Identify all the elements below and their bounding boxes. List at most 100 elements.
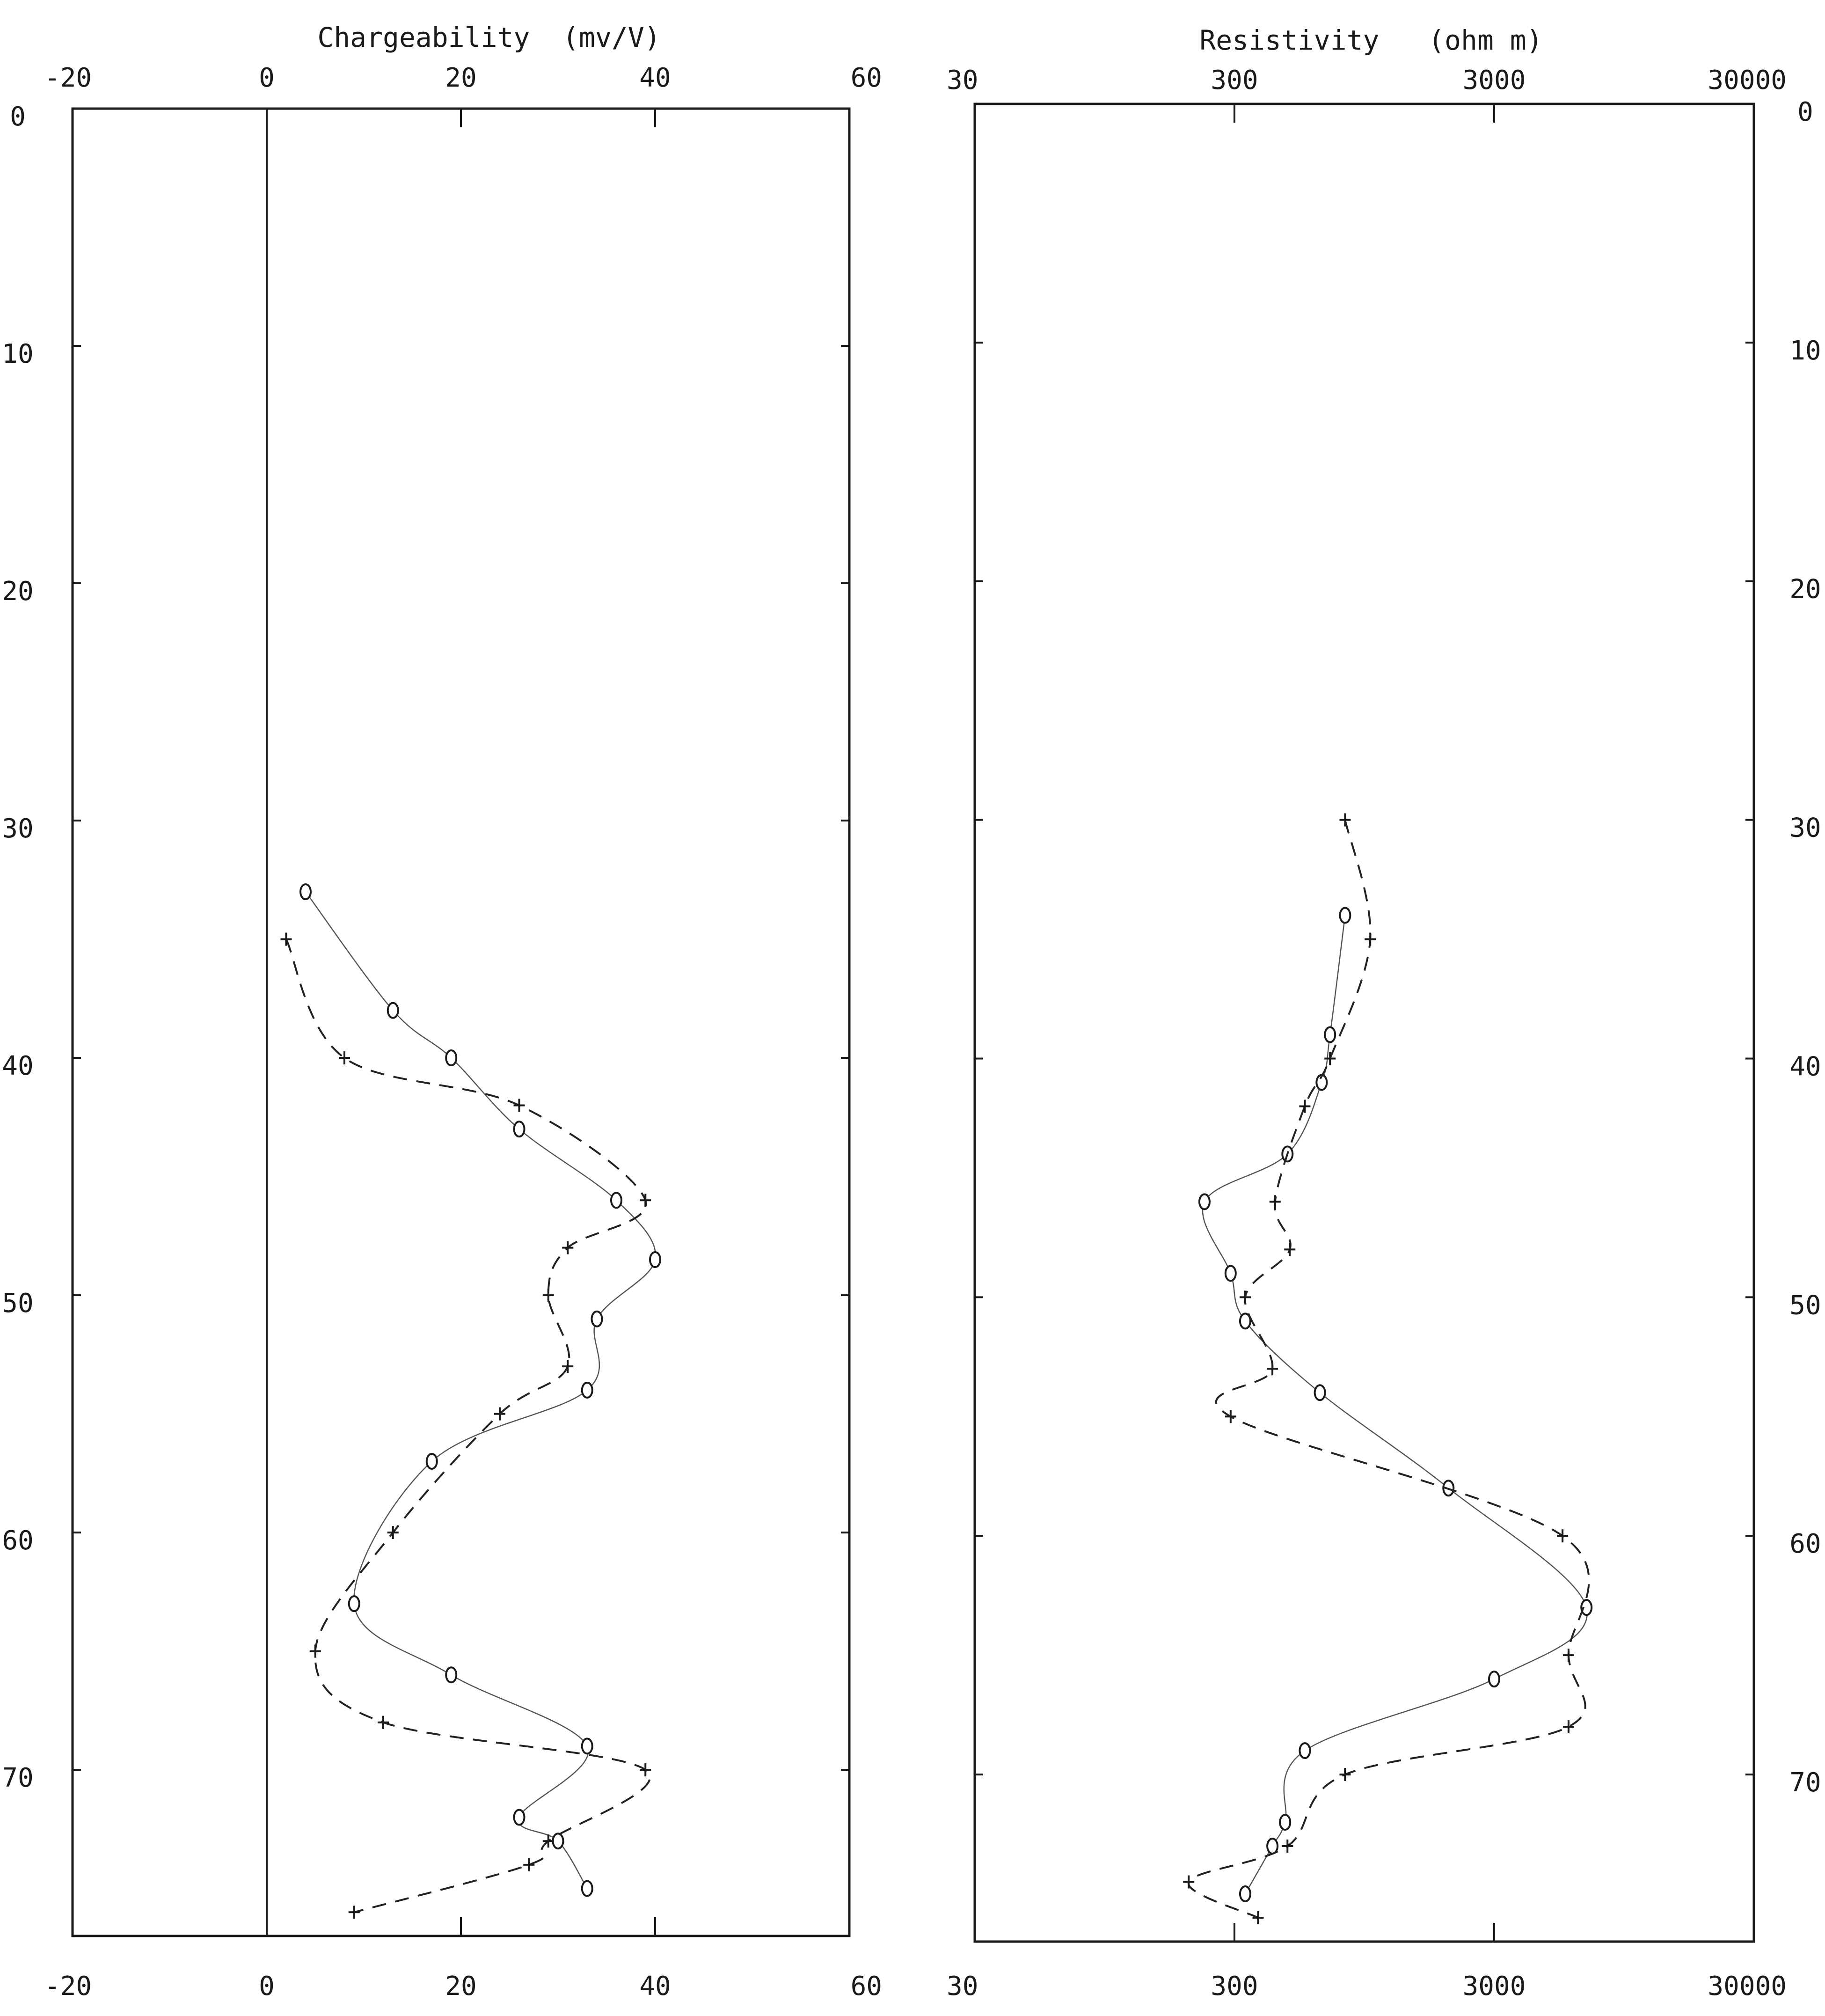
data-point-plus (542, 1834, 554, 1848)
y-tick-label: 70 (1789, 1767, 1821, 1798)
data-point-circle (513, 1809, 526, 1826)
data-point-plus (513, 1099, 525, 1112)
data-point-plus (1339, 813, 1351, 827)
data-point-circle (1580, 1599, 1593, 1616)
data-point-circle (348, 1595, 360, 1613)
x-tick-label-bottom: 3000 (1463, 1971, 1526, 2001)
y-tick-label: 50 (1789, 1290, 1821, 1320)
data-point-circle (581, 1737, 593, 1755)
data-point-plus (1365, 932, 1376, 946)
data-point-plus (309, 1644, 321, 1658)
data-point-circle (445, 1666, 458, 1684)
y-tick-label: 10 (1789, 336, 1821, 366)
data-point-plus (1299, 1100, 1311, 1113)
data-point-circle (552, 1833, 564, 1850)
x-tick-label-top: 60 (851, 63, 882, 93)
x-tick-label-bottom: 20 (445, 1971, 476, 2001)
x-tick-label-bottom: 30000 (1708, 1971, 1787, 2001)
data-point-circle (299, 883, 312, 901)
data-point-plus (1339, 1768, 1351, 1781)
data-point-plus (562, 1360, 574, 1373)
data-point-circle (581, 1880, 593, 1897)
data-point-circle (387, 1002, 399, 1019)
resistivity-title: Resistivity (ohm m) (1199, 24, 1542, 56)
series-circle-line (305, 891, 656, 1889)
x-tick-label-top: 40 (639, 63, 671, 93)
data-point-circle (610, 1192, 622, 1209)
x-tick-label-bottom: 30 (947, 1971, 978, 2001)
x-tick-label-bottom: -20 (44, 1971, 92, 2001)
y-tick-label: 50 (2, 1288, 33, 1319)
data-point-plus (1239, 1290, 1251, 1304)
plot-frame (71, 107, 851, 1937)
x-tick-label-top: 0 (259, 63, 275, 93)
data-point-circle (1488, 1671, 1500, 1688)
data-point-plus (542, 1289, 554, 1302)
chargeability-panel: Chargeability (mv/V) -20 -20 0 0 20 20 40 40 60 6… (2, 22, 882, 2001)
y-tick-label: 40 (2, 1051, 33, 1081)
x-tick-label-bottom: 0 (259, 1971, 275, 2001)
y-tick-label: 0 (1797, 97, 1813, 127)
data-point-circle (445, 1049, 458, 1067)
x-tick-label-bottom: 60 (851, 1971, 882, 2001)
chargeability-title: Chargeability (mv/V) (317, 22, 660, 53)
x-tick-label-top: 300 (1211, 65, 1258, 95)
data-point-circle (1339, 907, 1351, 924)
x-tick-label-top: 3000 (1463, 65, 1526, 95)
data-point-plus (1225, 1410, 1236, 1423)
x-tick-label-top: 30 (947, 65, 978, 95)
data-point-plus (562, 1241, 574, 1254)
data-point-plus (378, 1715, 389, 1729)
resistivity-panel: Resistivity (ohm m) 30303003003000300030… (947, 24, 1821, 2001)
data-point-plus (494, 1407, 505, 1421)
data-point-circle (591, 1310, 603, 1327)
data-point-circle (1224, 1265, 1237, 1282)
y-tick-label: 60 (2, 1525, 33, 1556)
data-point-plus (640, 1763, 651, 1777)
y-tick-label: 30 (1789, 813, 1821, 843)
data-point-plus (1269, 1195, 1281, 1209)
y-tick-label: 20 (1789, 574, 1821, 605)
data-point-plus (348, 1906, 360, 1919)
data-point-circle (1279, 1814, 1292, 1831)
data-point-plus (1324, 1052, 1336, 1065)
data-point-plus (1183, 1875, 1195, 1889)
y-tick-label: 0 (10, 102, 26, 132)
x-tick-label-top: -20 (44, 63, 92, 93)
data-point-circle (1239, 1312, 1251, 1330)
data-point-circle (425, 1452, 438, 1470)
data-point-circle (1324, 1026, 1336, 1043)
y-tick-label: 60 (1789, 1529, 1821, 1559)
x-tick-label-bottom: 40 (639, 1971, 671, 2001)
data-point-circle (649, 1251, 661, 1268)
data-point-plus (640, 1194, 651, 1207)
data-point-circle (1198, 1193, 1211, 1210)
data-point-plus (1267, 1362, 1278, 1376)
data-point-circle (1314, 1384, 1326, 1401)
series-circle-line (1202, 915, 1588, 1894)
data-point-plus (1284, 1243, 1296, 1256)
data-point-plus (280, 932, 292, 946)
y-tick-label: 20 (2, 576, 33, 607)
data-point-plus (1252, 1911, 1264, 1925)
data-point-plus (387, 1526, 399, 1539)
x-tick-label-top: 30000 (1708, 65, 1787, 95)
data-point-plus (1562, 1649, 1574, 1662)
data-point-circle (581, 1381, 593, 1399)
data-point-plus (1282, 1840, 1293, 1853)
plot-frame (973, 103, 1755, 1943)
data-point-circle (1299, 1742, 1311, 1759)
x-tick-label-top: 20 (445, 63, 476, 93)
y-tick-label: 70 (2, 1763, 33, 1793)
data-point-circle (513, 1121, 526, 1138)
y-tick-label: 30 (2, 814, 33, 844)
data-point-plus (339, 1051, 350, 1065)
y-tick-label: 40 (1789, 1051, 1821, 1082)
series-plus-line (1188, 820, 1590, 1919)
y-tick-label: 10 (2, 339, 33, 369)
data-point-plus (1562, 1720, 1574, 1734)
data-point-plus (523, 1858, 535, 1871)
data-point-circle (1239, 1885, 1251, 1903)
